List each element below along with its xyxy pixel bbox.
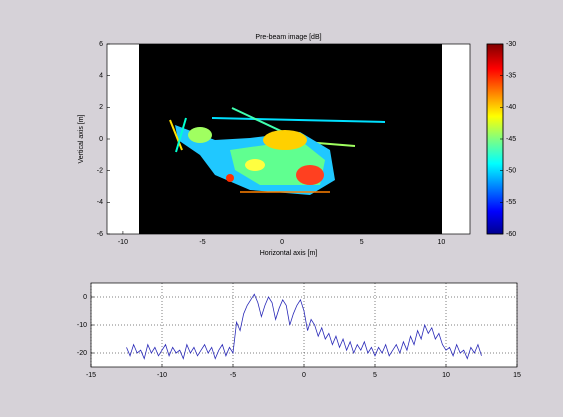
y-tick-label: -50 [506,168,516,175]
x-tick-label: 0 [302,372,306,379]
x-axis-label: Horizontal axis [m] [260,250,318,257]
y-tick-label: 0 [83,294,87,301]
y-tick-label: -4 [97,199,103,206]
x-tick-label: 15 [513,372,521,379]
x-tick-label: -10 [118,239,128,246]
x-tick-label: -15 [86,372,96,379]
y-tick-label: -2 [97,168,103,175]
y-tick-label: -10 [77,322,87,329]
y-tick-label: -40 [506,104,516,111]
y-tick-label: 4 [99,73,103,80]
y-tick-label: 0 [99,136,103,143]
y-axis-label: Vertical axis [m] [78,114,85,163]
figure: -10-50510-6-4-20246Pre-beam image [dB]Ho… [0,0,563,417]
y-tick-label: -30 [506,41,516,48]
y-tick-label: -6 [97,231,103,238]
y-tick-label: 6 [99,41,103,48]
x-tick-label: -5 [199,239,205,246]
chart-title: Pre-beam image [dB] [255,34,321,41]
y-tick-label: -55 [506,199,516,206]
x-tick-label: 0 [280,239,284,246]
y-tick-label: -20 [77,350,87,357]
x-tick-label: 5 [373,372,377,379]
y-tick-label: -45 [506,136,516,143]
x-tick-label: 10 [442,372,450,379]
y-tick-label: 2 [99,104,103,111]
y-tick-label: -60 [506,231,516,238]
x-tick-label: -5 [230,372,236,379]
y-tick-label: -35 [506,73,516,80]
x-tick-label: 5 [360,239,364,246]
x-tick-label: -10 [157,372,167,379]
x-tick-label: 10 [437,239,445,246]
